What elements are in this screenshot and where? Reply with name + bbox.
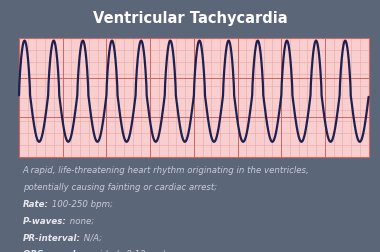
Text: N/A;: N/A; xyxy=(81,233,102,242)
Text: 100-250 bpm;: 100-250 bpm; xyxy=(49,199,113,208)
Text: PR-interval:: PR-interval: xyxy=(23,233,81,242)
Text: Ventricular Tachycardia: Ventricular Tachycardia xyxy=(93,11,287,26)
Text: Rate:: Rate: xyxy=(23,199,49,208)
Bar xyxy=(19,39,369,158)
Text: none;: none; xyxy=(66,216,94,225)
Text: QRS complex:: QRS complex: xyxy=(23,249,90,252)
Text: P-waves:: P-waves: xyxy=(23,216,66,225)
Text: potentially causing fainting or cardiac arrest;: potentially causing fainting or cardiac … xyxy=(23,182,217,191)
Text: A rapid, life-threatening heart rhythm originating in the ventricles,: A rapid, life-threatening heart rhythm o… xyxy=(23,165,310,174)
Text: wide (>0.12 sec).: wide (>0.12 sec). xyxy=(90,249,169,252)
